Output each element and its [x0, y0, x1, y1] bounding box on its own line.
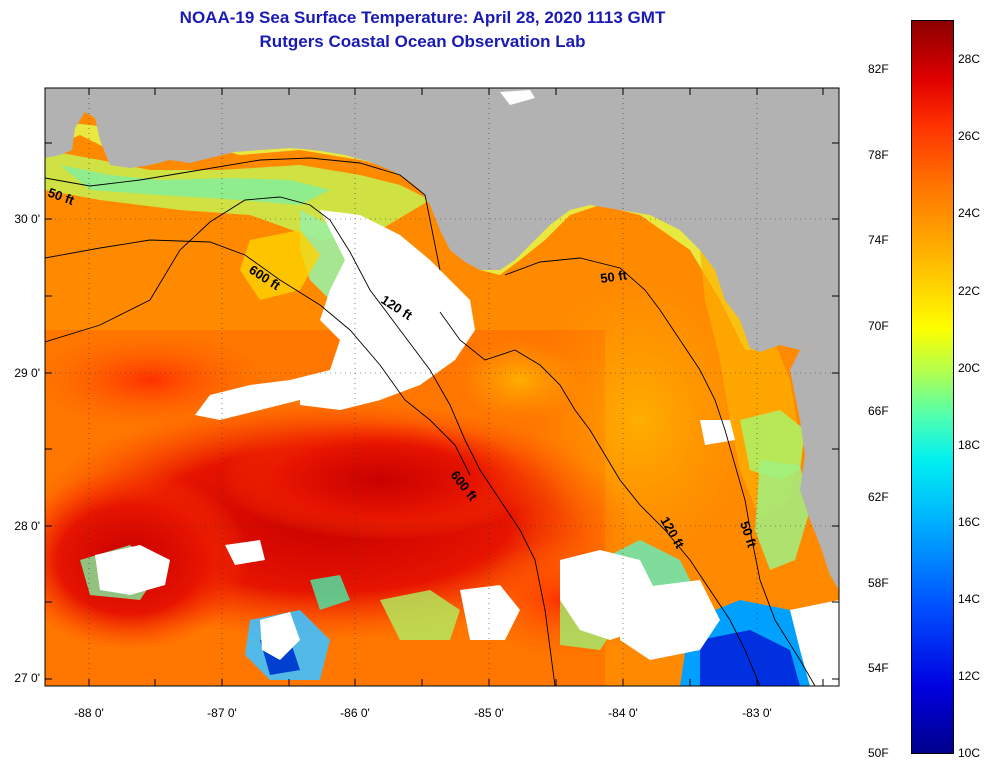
colorbar-f-74: 74F	[868, 233, 889, 247]
colorbar-f-78: 78F	[868, 148, 889, 162]
contour-50ft-west	[45, 157, 441, 271]
lat-label-30: 30 0'	[14, 212, 40, 226]
colorbar-f-58: 58F	[868, 576, 889, 590]
lon-label-85: -85 0'	[474, 706, 504, 720]
colorbar-c-18: 18C	[958, 438, 981, 452]
contour-50ft-east	[504, 257, 816, 686]
colorbar-f-66: 66F	[868, 404, 889, 418]
colorbar-f-50: 50F	[868, 746, 889, 760]
colorbar-c-24: 24C	[958, 206, 981, 220]
colorbar-f-54: 54F	[868, 661, 889, 675]
lat-label-28: 28 0'	[14, 519, 40, 533]
lon-label-87: -87 0'	[207, 706, 237, 720]
colorbar-f-82: 82F	[868, 62, 889, 76]
colorbar-c-28: 28C	[958, 52, 981, 66]
temperature-colorbar	[911, 20, 954, 754]
contour-600ft-inner	[45, 239, 471, 476]
colorbar-c-26: 26C	[958, 129, 981, 143]
colorbar-f-70: 70F	[868, 319, 889, 333]
colorbar-c-14: 14C	[958, 592, 981, 606]
colorbar-c-10: 10C	[958, 746, 981, 760]
lon-label-88: -88 0'	[74, 706, 104, 720]
colorbar-c-22: 22C	[958, 284, 981, 298]
axis-ticks	[45, 88, 839, 686]
map-title: NOAA-19 Sea Surface Temperature: April 2…	[179, 8, 666, 27]
contour-600ft-outer	[45, 196, 556, 686]
colorbar-f-62: 62F	[868, 490, 889, 504]
colorbar-c-12: 12C	[958, 669, 981, 683]
map-subtitle: Rutgers Coastal Ocean Observation Lab	[259, 32, 586, 51]
land-north-coast	[45, 88, 839, 352]
lat-label-27: 27 0'	[14, 671, 40, 685]
colorbar-c-16: 16C	[958, 515, 981, 529]
map-frame	[44, 87, 840, 687]
contour-120ft	[439, 311, 761, 686]
colorbar-c-20: 20C	[958, 361, 981, 375]
cloud-mass-big-bend	[195, 210, 475, 420]
lon-label-83: -83 0'	[742, 706, 772, 720]
lon-label-86: -86 0'	[340, 706, 370, 720]
lat-label-29: 29 0'	[14, 366, 40, 380]
contour-label-50ft-east: 50 ft	[599, 267, 628, 286]
lon-label-84: -84 0'	[608, 706, 638, 720]
land-florida-peninsula	[790, 340, 839, 590]
